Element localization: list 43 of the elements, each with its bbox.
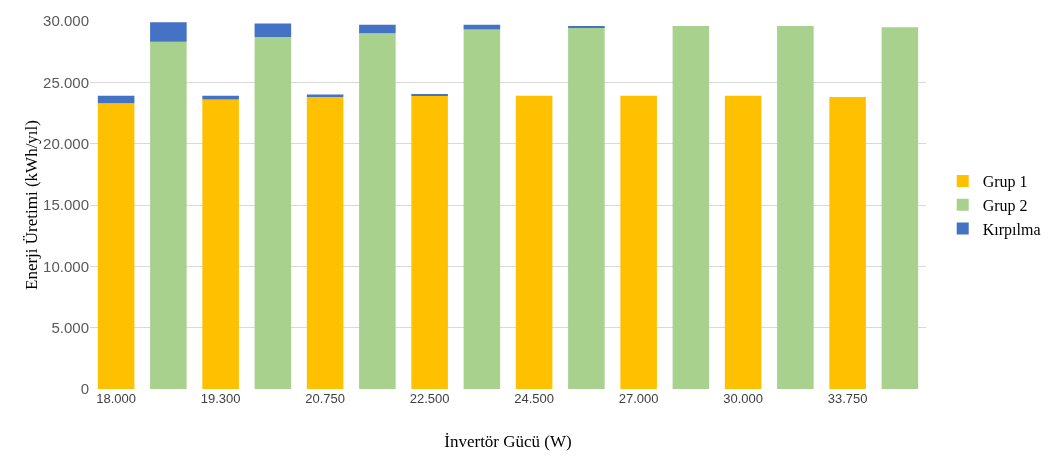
x-tick-label: 27.000 xyxy=(618,391,659,406)
bar xyxy=(568,25,605,28)
y-tick-label: 0 xyxy=(80,380,89,398)
x-tick-label: 20.750 xyxy=(305,391,346,406)
x-tick-label: 19.300 xyxy=(200,391,241,406)
bar xyxy=(359,24,396,34)
bar xyxy=(463,24,501,30)
bar xyxy=(515,95,553,389)
bar xyxy=(254,23,292,37)
bar xyxy=(881,27,919,389)
bar xyxy=(777,25,814,389)
bar xyxy=(150,41,187,389)
y-tick-label: 20.000 xyxy=(43,134,89,152)
bar xyxy=(568,27,605,389)
bar xyxy=(672,25,710,389)
bar xyxy=(411,95,448,389)
y-axis-title: Enerji Üretimi (kWh/yıl) xyxy=(22,120,42,290)
bar xyxy=(97,95,135,104)
x-tick-label: 30.000 xyxy=(723,391,764,406)
bar xyxy=(150,22,187,42)
bar xyxy=(306,97,344,389)
bar xyxy=(97,103,135,389)
x-axis-title: İnvertör Gücü (W) xyxy=(444,432,572,452)
legend-label: Grup 2 xyxy=(982,196,1028,215)
bar xyxy=(829,97,866,389)
bar xyxy=(359,33,396,389)
x-tick-label: 33.750 xyxy=(827,391,868,406)
bar xyxy=(202,99,239,389)
y-tick-label: 15.000 xyxy=(43,196,89,214)
y-tick-label: 10.000 xyxy=(43,257,89,275)
bar xyxy=(620,95,657,389)
legend-label: Kırpılma xyxy=(982,220,1041,239)
legend-label: Grup 1 xyxy=(982,173,1028,192)
x-tick-label: 18.000 xyxy=(96,391,137,406)
bar xyxy=(463,29,501,389)
bar xyxy=(254,36,292,389)
y-tick-label: 5.000 xyxy=(51,318,89,336)
bar xyxy=(724,95,762,389)
x-tick-label: 24.500 xyxy=(514,391,555,406)
bar xyxy=(202,95,239,100)
y-tick-label: 25.000 xyxy=(43,73,89,91)
y-tick-label: 30.000 xyxy=(43,12,89,30)
x-tick-label: 22.500 xyxy=(409,391,450,406)
